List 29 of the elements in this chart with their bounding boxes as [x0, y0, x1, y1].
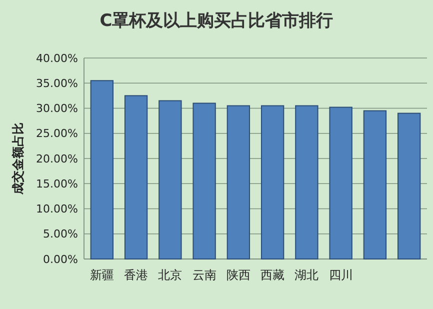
bar	[397, 112, 421, 260]
y-tick-label: 35.00%	[36, 76, 78, 90]
y-tick-label: 30.00%	[36, 102, 78, 116]
x-tick-label: 云南	[192, 268, 216, 282]
x-tick-label: 湖北	[294, 268, 319, 282]
y-tick-label: 10.00%	[36, 202, 78, 216]
x-tick-label: 四川	[328, 268, 353, 282]
y-tick-label: 25.00%	[36, 127, 78, 140]
x-tick-label: 香港	[124, 268, 148, 282]
chart-title: C罩杯及以上购买占比省市排行	[100, 11, 334, 31]
x-tick-label: 陕西	[226, 268, 250, 282]
bar	[260, 105, 284, 260]
bar	[124, 95, 148, 260]
bar	[363, 110, 387, 260]
bar	[90, 80, 114, 260]
y-tick-label: 40.00%	[36, 52, 78, 65]
x-tick-label: 北京	[158, 268, 182, 282]
y-tick-label: 5.00%	[43, 228, 78, 241]
bar	[329, 106, 352, 260]
x-tick-label: 新疆	[90, 268, 114, 282]
bar	[158, 100, 182, 260]
y-tick-label: 20.00%	[36, 152, 78, 166]
x-tick-label: 西藏	[260, 268, 285, 282]
y-axis-title: 成交金额占比	[11, 122, 25, 196]
bar	[192, 102, 216, 260]
bar	[226, 105, 250, 260]
y-tick-label: 15.00%	[36, 177, 78, 190]
bar	[295, 105, 318, 260]
y-tick-label: 0.00%	[43, 252, 78, 266]
